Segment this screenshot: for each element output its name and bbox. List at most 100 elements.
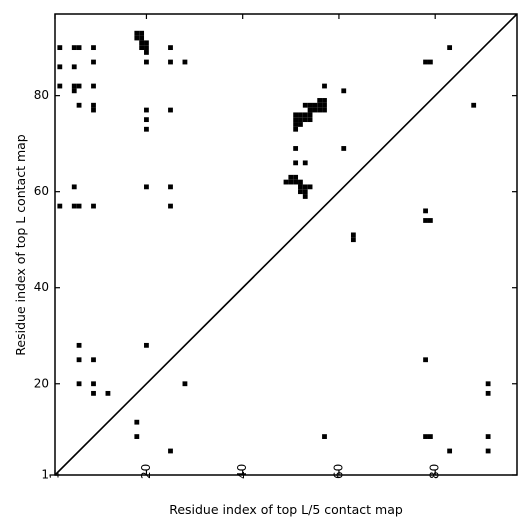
contact-cell-top-l: [317, 98, 323, 103]
contact-cell-top-l5: [485, 390, 491, 396]
contact-cell-top-l: [341, 88, 347, 94]
contact-cell-top-l5: [76, 357, 82, 363]
contact-cell-top-l: [302, 160, 308, 166]
contact-cell-top-l5: [447, 448, 453, 454]
contact-cell-top-l5: [91, 381, 96, 387]
contact-cell-top-l: [293, 126, 299, 132]
contact-cell-top-l: [322, 107, 327, 113]
contact-cell-top-l5: [423, 357, 428, 363]
contact-cell-top-l: [307, 112, 313, 118]
contact-cell-top-l: [91, 59, 96, 65]
contact-cell-top-l5: [485, 448, 491, 454]
contact-cell-top-l: [91, 83, 96, 89]
contact-cell-top-l: [302, 112, 308, 118]
contact-cell-top-l: [283, 179, 289, 185]
contact-cell-top-l: [288, 174, 294, 180]
contact-cell-top-l: [322, 83, 327, 89]
x-tick-label: 60: [331, 464, 345, 479]
x-axis-title: Residue index of top L/5 contact map: [169, 502, 403, 517]
contact-cell-top-l: [427, 59, 433, 65]
contact-cell-top-l: [76, 203, 82, 209]
contact-cell-top-l: [302, 189, 308, 195]
contact-cell-top-l: [288, 179, 294, 185]
contact-cell-top-l: [307, 102, 313, 108]
contact-cell-top-l: [298, 184, 303, 190]
contact-cell-top-l: [182, 59, 188, 65]
contact-cell-top-l: [427, 218, 433, 223]
contact-cell-top-l: [144, 184, 149, 190]
contact-cell-top-l: [144, 50, 149, 55]
y-axis-title: Residue index of top L contact map: [13, 134, 28, 355]
contact-cell-top-l: [91, 203, 96, 209]
contact-cell-top-l: [298, 117, 303, 123]
contact-cell-top-l: [139, 35, 145, 41]
contact-cell-top-l5: [485, 381, 491, 387]
contact-cell-top-l: [139, 40, 145, 46]
y-tick-label: 1: [41, 468, 49, 482]
contact-cell-top-l: [471, 102, 477, 108]
contact-cell-top-l: [293, 160, 299, 166]
contact-cell-top-l: [134, 30, 140, 36]
contact-cell-top-l: [71, 45, 77, 51]
contact-cell-top-l: [168, 184, 173, 190]
contact-cell-top-l: [71, 203, 77, 209]
x-tick-label: 80: [428, 464, 442, 479]
contact-cell-top-l: [76, 83, 82, 89]
contact-cell-top-l5: [134, 419, 140, 425]
contact-cell-top-l: [350, 237, 356, 243]
contact-cell-top-l: [76, 102, 82, 108]
contact-cell-top-l: [298, 112, 303, 118]
contact-cell-top-l: [168, 59, 173, 65]
contact-cell-top-l: [317, 102, 323, 108]
y-tick-label: 40: [34, 280, 49, 294]
contact-cell-top-l: [302, 117, 308, 123]
contact-cell-top-l: [168, 203, 173, 209]
contact-cell-top-l: [76, 45, 82, 51]
contact-cell-top-l: [144, 107, 149, 113]
contact-cell-top-l: [298, 179, 303, 185]
y-tick-label: 60: [34, 184, 49, 198]
contact-cell-top-l: [298, 122, 303, 127]
contact-cell-top-l5: [105, 390, 111, 396]
y-tick-label: 80: [34, 88, 49, 102]
contact-cell-top-l5: [91, 357, 96, 363]
contact-cell-top-l: [57, 83, 63, 89]
x-tick-label: 20: [139, 464, 153, 479]
contact-cell-top-l: [307, 107, 313, 113]
contact-cell-top-l: [293, 117, 299, 123]
contact-cell-top-l: [168, 45, 173, 51]
contact-cell-top-l: [139, 30, 145, 36]
contact-cell-top-l5: [427, 434, 433, 439]
contact-cell-top-l: [293, 122, 299, 127]
contact-cells: [57, 30, 491, 454]
contact-cell-top-l: [341, 146, 347, 151]
contact-cell-top-l5: [423, 434, 428, 439]
contact-cell-top-l: [317, 107, 323, 113]
contact-cell-top-l: [423, 218, 428, 223]
contact-cell-top-l: [57, 45, 63, 51]
contact-cell-top-l: [57, 64, 63, 70]
contact-cell-top-l5: [182, 381, 188, 387]
contact-cell-top-l: [447, 45, 453, 51]
y-tick-label: 20: [34, 376, 49, 390]
contact-cell-top-l: [293, 179, 299, 185]
contact-cell-top-l: [144, 45, 149, 51]
plot-frame: [54, 13, 518, 476]
diagonal-line: [54, 13, 518, 476]
contact-cell-top-l: [91, 45, 96, 51]
contact-cell-top-l: [168, 107, 173, 113]
contact-cell-top-l: [307, 184, 313, 190]
x-tick-label: 40: [235, 464, 249, 479]
contact-cell-top-l: [134, 35, 140, 41]
contact-cell-top-l: [423, 59, 428, 65]
contact-cell-top-l: [302, 194, 308, 199]
contact-cell-top-l: [91, 102, 96, 108]
contact-cell-top-l5: [91, 390, 96, 396]
contact-cell-top-l5: [134, 434, 140, 439]
contact-cell-top-l: [350, 232, 356, 238]
contact-cell-top-l: [71, 83, 77, 89]
contact-cell-top-l: [307, 117, 313, 123]
contact-cell-top-l: [71, 64, 77, 70]
contact-cell-top-l5: [76, 381, 82, 387]
contact-cell-top-l: [144, 40, 149, 46]
